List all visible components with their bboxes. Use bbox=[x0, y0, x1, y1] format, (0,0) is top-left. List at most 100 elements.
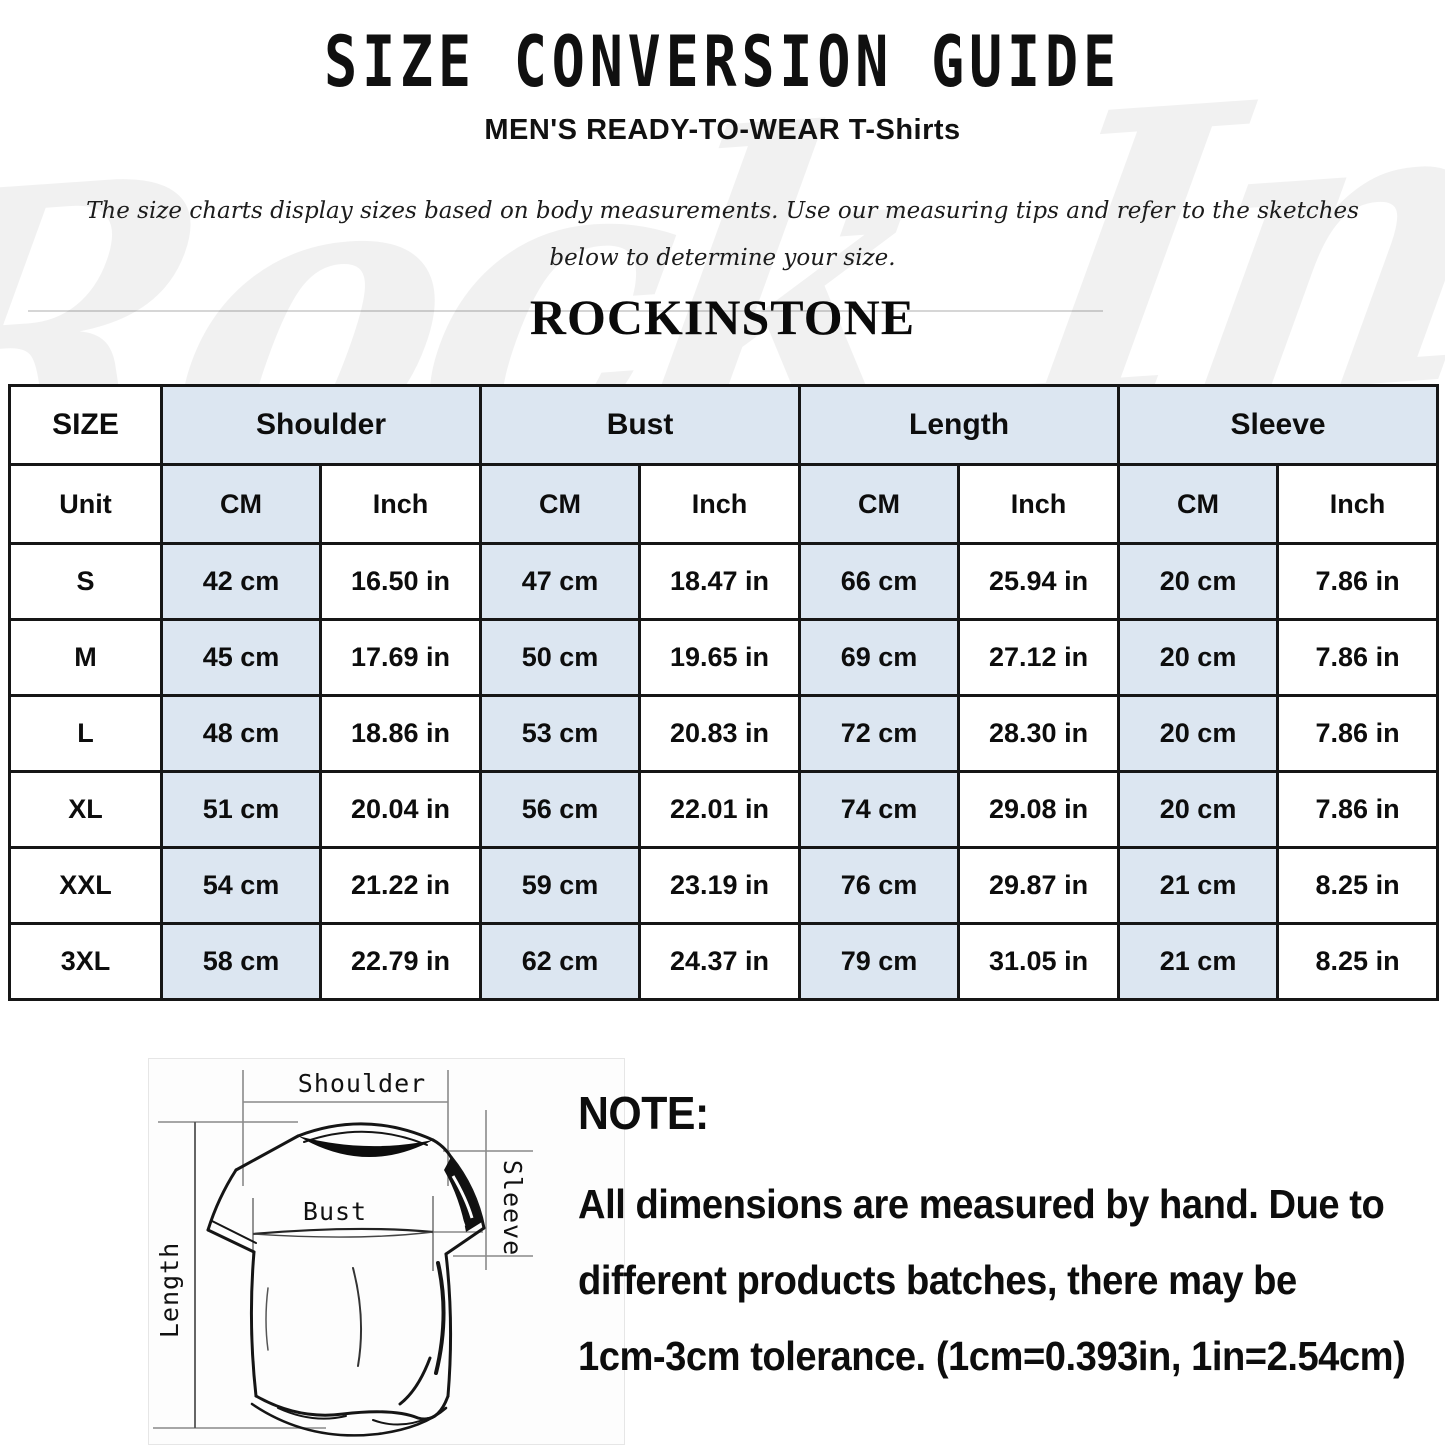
size-label: M bbox=[8, 618, 163, 697]
cell-shoulder-inch: 21.22 in bbox=[318, 846, 483, 925]
cell-length-cm: 72 cm bbox=[798, 694, 961, 773]
table-row-s: S 42 cm 16.50 in 47 cm 18.47 in 66 cm 25… bbox=[8, 542, 1440, 621]
table-group-header-row: SIZE Shoulder Bust Length Sleeve bbox=[8, 384, 1440, 466]
note-section: NOTE: All dimensions are measured by han… bbox=[578, 1086, 1415, 1394]
divider-line bbox=[28, 310, 1103, 312]
cell-sleeve-cm: 20 cm bbox=[1117, 694, 1280, 773]
description: The size charts display sizes based on b… bbox=[0, 188, 1445, 282]
cell-sleeve-cm: 20 cm bbox=[1117, 770, 1280, 849]
sleeve-highlights bbox=[444, 1175, 474, 1227]
cell-bust-inch: 23.19 in bbox=[638, 846, 802, 925]
cell-bust-inch: 24.37 in bbox=[638, 922, 802, 1001]
cell-shoulder-inch: 16.50 in bbox=[318, 542, 483, 621]
cell-bust-cm: 56 cm bbox=[479, 770, 642, 849]
unit-label: Unit bbox=[8, 463, 163, 545]
table-row-xl: XL 51 cm 20.04 in 56 cm 22.01 in 74 cm 2… bbox=[8, 770, 1440, 849]
cell-sleeve-cm: 21 cm bbox=[1117, 922, 1280, 1001]
unit-bust-cm: CM bbox=[479, 463, 642, 545]
cell-shoulder-cm: 42 cm bbox=[160, 542, 322, 621]
sleeve-label: Sleeve bbox=[498, 1160, 527, 1256]
cell-sleeve-inch: 7.86 in bbox=[1276, 618, 1440, 697]
col-header-bust: Bust bbox=[479, 384, 802, 466]
cell-shoulder-inch: 22.79 in bbox=[318, 922, 483, 1001]
length-label: Length bbox=[155, 1242, 184, 1338]
bust-measure-line bbox=[252, 1227, 434, 1236]
table-row-3xl: 3XL 58 cm 22.79 in 62 cm 24.37 in 79 cm … bbox=[8, 922, 1440, 1001]
col-header-sleeve: Sleeve bbox=[1117, 384, 1440, 466]
diagram-labels: Shoulder Bust Length Sleeve bbox=[155, 1069, 527, 1338]
cell-length-cm: 79 cm bbox=[798, 922, 961, 1001]
cell-bust-inch: 20.83 in bbox=[638, 694, 802, 773]
cell-sleeve-cm: 20 cm bbox=[1117, 618, 1280, 697]
cell-sleeve-inch: 7.86 in bbox=[1276, 694, 1440, 773]
bust-label: Bust bbox=[303, 1197, 367, 1226]
size-chart-table: SIZE Shoulder Bust Length Sleeve Unit CM… bbox=[8, 384, 1440, 1001]
cell-shoulder-cm: 45 cm bbox=[160, 618, 322, 697]
cell-sleeve-inch: 8.25 in bbox=[1276, 846, 1440, 925]
page-title: SIZE CONVERSION GUIDE bbox=[0, 22, 1445, 103]
table-row-l: L 48 cm 18.86 in 53 cm 20.83 in 72 cm 28… bbox=[8, 694, 1440, 773]
description-line-1: The size charts display sizes based on b… bbox=[86, 198, 1359, 224]
size-label: XXL bbox=[8, 846, 163, 925]
unit-sleeve-cm: CM bbox=[1117, 463, 1280, 545]
size-label: L bbox=[8, 694, 163, 773]
cell-shoulder-inch: 18.86 in bbox=[318, 694, 483, 773]
page-subtitle: MEN'S READY-TO-WEAR T-Shirts bbox=[484, 114, 961, 146]
cell-sleeve-inch: 7.86 in bbox=[1276, 770, 1440, 849]
note-line-3: 1cm-3cm tolerance. (1cm=0.393in, 1in=2.5… bbox=[578, 1333, 1406, 1379]
cell-bust-cm: 47 cm bbox=[479, 542, 642, 621]
collar-fill bbox=[298, 1136, 433, 1158]
table-row-xxl: XXL 54 cm 21.22 in 59 cm 23.19 in 76 cm … bbox=[8, 846, 1440, 925]
cell-bust-cm: 62 cm bbox=[479, 922, 642, 1001]
size-label: XL bbox=[8, 770, 163, 849]
cell-shoulder-cm: 51 cm bbox=[160, 770, 322, 849]
cell-shoulder-inch: 20.04 in bbox=[318, 770, 483, 849]
diagram-background bbox=[148, 1058, 625, 1445]
cell-length-cm: 69 cm bbox=[798, 618, 961, 697]
cell-sleeve-cm: 20 cm bbox=[1117, 542, 1280, 621]
description-line-2: below to determine your size. bbox=[549, 245, 896, 271]
note-heading: NOTE: bbox=[578, 1087, 709, 1139]
unit-length-inch: Inch bbox=[957, 463, 1121, 545]
table-unit-row: Unit CM Inch CM Inch CM Inch CM Inch bbox=[8, 463, 1440, 545]
cell-bust-inch: 22.01 in bbox=[638, 770, 802, 849]
col-header-shoulder: Shoulder bbox=[159, 384, 483, 466]
shoulder-label: Shoulder bbox=[298, 1069, 426, 1098]
unit-sleeve-inch: Inch bbox=[1276, 463, 1440, 545]
cell-sleeve-inch: 7.86 in bbox=[1276, 542, 1440, 621]
cell-shoulder-inch: 17.69 in bbox=[318, 618, 483, 697]
unit-length-cm: CM bbox=[798, 463, 961, 545]
unit-bust-inch: Inch bbox=[638, 463, 802, 545]
tshirt-outline bbox=[206, 1122, 486, 1437]
cell-bust-cm: 50 cm bbox=[479, 618, 642, 697]
tshirt-measurement-diagram: Shoulder Bust Length Sleeve bbox=[148, 1058, 625, 1445]
unit-shoulder-cm: CM bbox=[160, 463, 322, 545]
cell-bust-cm: 59 cm bbox=[479, 846, 642, 925]
cell-length-cm: 74 cm bbox=[798, 770, 961, 849]
cell-length-cm: 76 cm bbox=[798, 846, 961, 925]
cell-length-inch: 29.08 in bbox=[957, 770, 1121, 849]
cell-bust-inch: 19.65 in bbox=[638, 618, 802, 697]
note-line-2: different products batches, there may be bbox=[578, 1257, 1297, 1303]
brand-name: ROCKINSTONE bbox=[529, 289, 916, 345]
table-row-m: M 45 cm 17.69 in 50 cm 19.65 in 69 cm 27… bbox=[8, 618, 1440, 697]
cell-length-inch: 29.87 in bbox=[957, 846, 1121, 925]
col-header-length: Length bbox=[798, 384, 1121, 466]
cell-length-inch: 25.94 in bbox=[957, 542, 1121, 621]
bust-measure-line-2 bbox=[252, 1231, 434, 1238]
cell-shoulder-cm: 48 cm bbox=[160, 694, 322, 773]
note-body: All dimensions are measured by hand. Due… bbox=[578, 1166, 1415, 1394]
cell-bust-cm: 53 cm bbox=[479, 694, 642, 773]
page-title-text: SIZE CONVERSION GUIDE bbox=[324, 22, 1121, 104]
cell-bust-inch: 18.47 in bbox=[638, 542, 802, 621]
size-label: 3XL bbox=[8, 922, 163, 1001]
cell-sleeve-cm: 21 cm bbox=[1117, 846, 1280, 925]
col-header-size: SIZE bbox=[8, 384, 163, 466]
unit-shoulder-inch: Inch bbox=[318, 463, 483, 545]
cell-shoulder-cm: 54 cm bbox=[160, 846, 322, 925]
cell-length-inch: 27.12 in bbox=[957, 618, 1121, 697]
cell-length-cm: 66 cm bbox=[798, 542, 961, 621]
size-label: S bbox=[8, 542, 163, 621]
cell-length-inch: 28.30 in bbox=[957, 694, 1121, 773]
